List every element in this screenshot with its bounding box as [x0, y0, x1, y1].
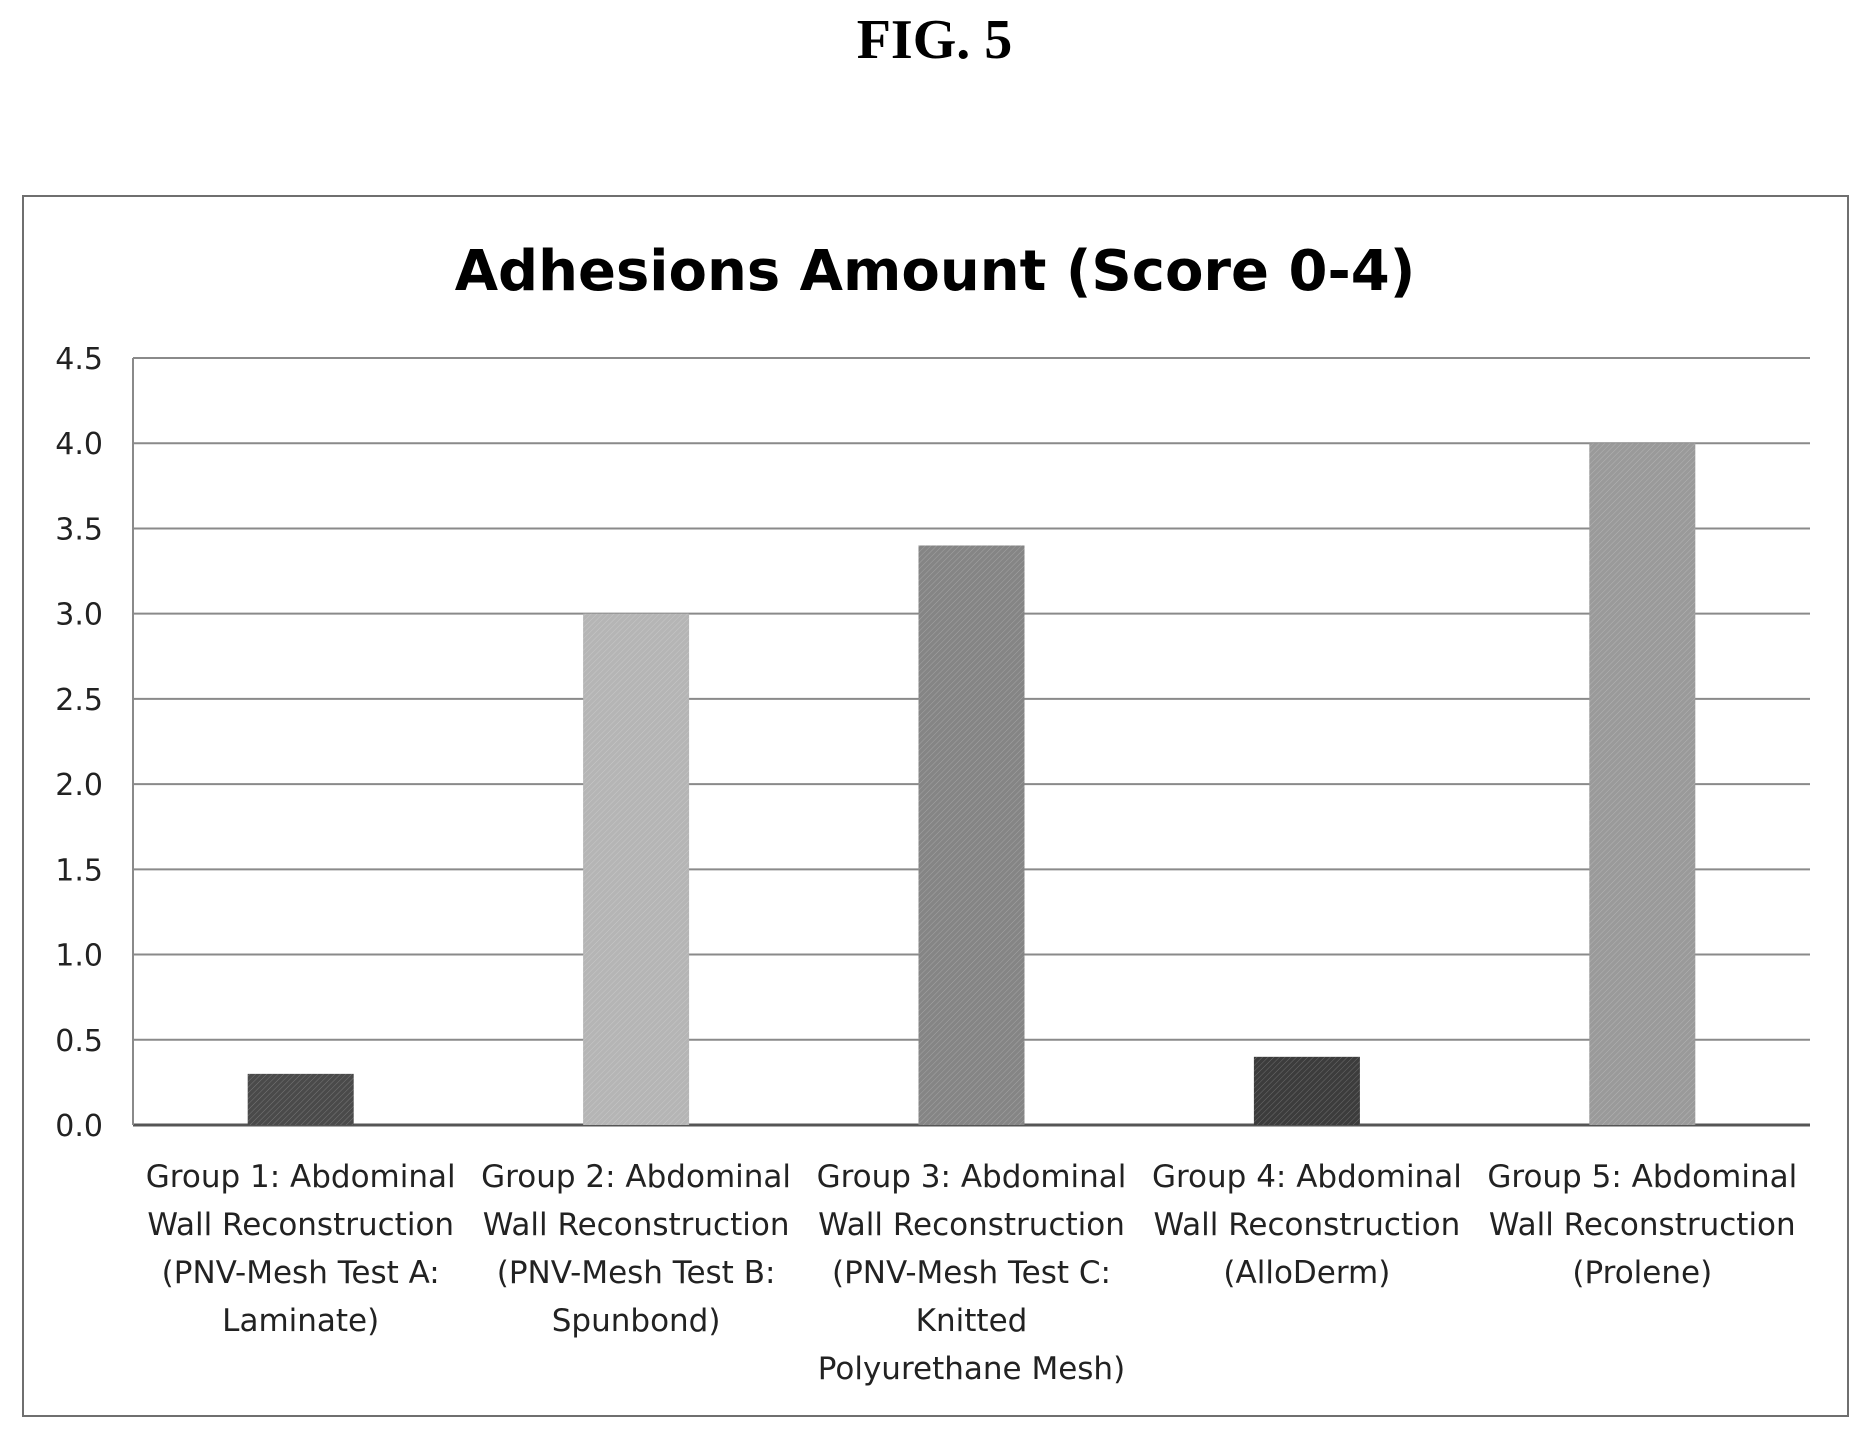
x-category-label: Group 4: Abdominal Wall Reconstruction (Al…: [1152, 1159, 1462, 1291]
bar-texture: [918, 545, 1025, 1125]
y-tick-label: 3.5: [55, 512, 103, 547]
x-category-label: Group 3: Abdominal Wall Reconstruction (PN…: [817, 1159, 1127, 1387]
x-category-label: Group 5: Abdominal Wall Reconstruction (Pr…: [1487, 1159, 1797, 1291]
y-tick-label: 2.0: [55, 768, 103, 803]
y-tick-label: 0.5: [55, 1024, 103, 1059]
bar-texture: [247, 1073, 354, 1125]
x-axis: Group 1: Abdominal Wall Reconstruction (PN…: [146, 1159, 1797, 1387]
y-tick-label: 0.0: [55, 1109, 103, 1144]
y-tick-label: 2.5: [55, 683, 103, 718]
figure-label: FIG. 5: [856, 9, 1013, 71]
bar-texture: [1253, 1056, 1360, 1125]
chart-title: Adhesions Amount (Score 0-4): [455, 239, 1416, 304]
y-tick-label: 4.5: [55, 342, 103, 377]
x-category-label: Group 1: Abdominal Wall Reconstruction (PN…: [146, 1159, 456, 1339]
y-axis: 0.0 0.5 1.0 1.5 2.0 2.5 3.0 3.5 4.0 4.5: [55, 342, 134, 1144]
gridlines: [133, 357, 1810, 1127]
chart-frame: [22, 195, 1849, 1417]
y-tick-label: 3.0: [55, 598, 103, 633]
x-category-label: Group 2: Abdominal Wall Reconstruction (PN…: [481, 1159, 791, 1339]
y-tick-label: 1.0: [55, 939, 103, 974]
bars: [247, 443, 1696, 1125]
y-tick-label: 1.5: [55, 853, 103, 888]
bar-texture: [583, 613, 690, 1125]
bar-texture: [1589, 443, 1696, 1125]
y-tick-label: 4.0: [55, 427, 103, 462]
